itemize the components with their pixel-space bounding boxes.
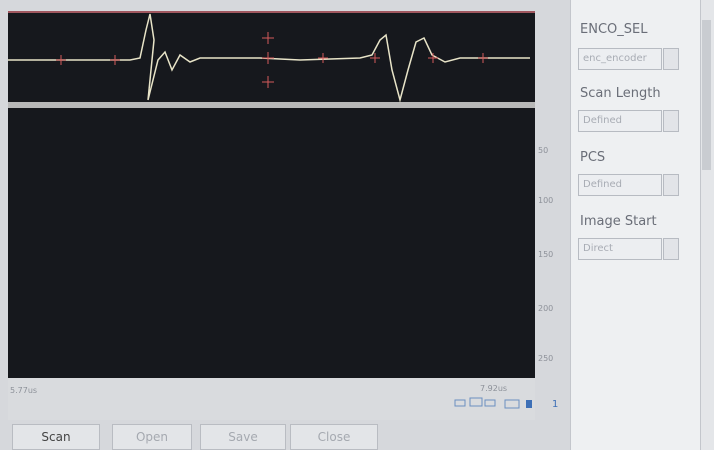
close-button[interactable]: Close — [290, 424, 378, 450]
page-number: 1 — [552, 399, 558, 410]
spin-button[interactable] — [663, 110, 679, 132]
pcs-label: PCS — [580, 150, 605, 165]
depth-label: 150 — [538, 250, 553, 259]
pcs-field[interactable]: Defined — [578, 174, 662, 196]
encoder-dropdown[interactable]: enc_encoder — [578, 48, 662, 70]
scan-length-field[interactable]: Defined — [578, 110, 662, 132]
scan-length-label: Scan Length — [580, 86, 661, 101]
depth-label: 250 — [538, 354, 553, 363]
scan-button[interactable]: Scan — [12, 424, 100, 450]
image-start-field[interactable]: Direct — [578, 238, 662, 260]
depth-label: 200 — [538, 304, 553, 313]
dropdown-arrow[interactable] — [663, 48, 679, 70]
image-start-label: Image Start — [580, 214, 657, 229]
open-button[interactable]: Open — [112, 424, 192, 450]
time-end: 7.92us — [480, 384, 507, 393]
app-window: 50 100 150 200 250 5.77us 7.92us 1 ENCO_… — [0, 0, 714, 450]
spin-button[interactable] — [663, 238, 679, 260]
encoder-bar — [8, 102, 535, 108]
scan-view — [0, 0, 570, 420]
time-start: 5.77us — [10, 386, 37, 395]
spin-button[interactable] — [663, 174, 679, 196]
save-button[interactable]: Save — [200, 424, 286, 450]
scrollbar-thumb[interactable] — [702, 20, 711, 170]
scan-area — [8, 12, 535, 378]
time-strip — [8, 378, 535, 420]
view-icon-active — [526, 400, 532, 408]
encoder-label: ENCO_SEL — [580, 22, 647, 37]
depth-label: 100 — [538, 196, 553, 205]
depth-label: 50 — [538, 146, 548, 155]
